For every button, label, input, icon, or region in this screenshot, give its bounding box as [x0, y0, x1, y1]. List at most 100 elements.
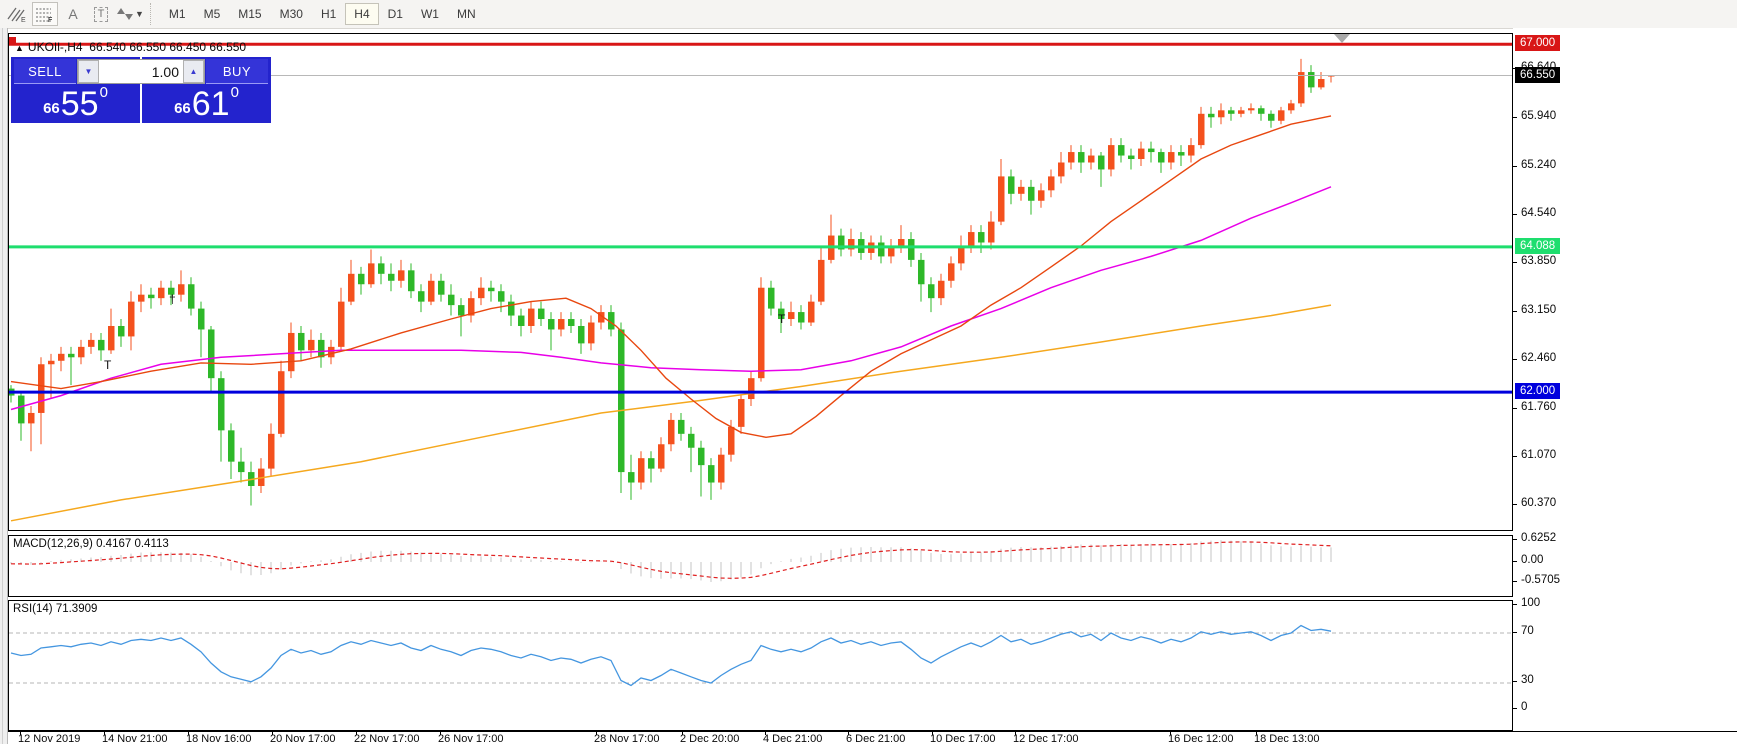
candle-body [1138, 148, 1145, 160]
candle-body [418, 291, 425, 302]
axis-tick [1513, 455, 1517, 457]
candle-body [1228, 110, 1235, 114]
trendlines-tool-button[interactable]: E [4, 2, 30, 26]
axis-tick [1513, 539, 1517, 541]
time-axis-label: 12 Nov 2019 [18, 733, 81, 744]
time-tick [1170, 732, 1171, 735]
candlestick-chart[interactable]: T † T [9, 34, 1512, 530]
candle-body [298, 332, 305, 351]
candle-body [668, 419, 675, 445]
candle-body [768, 287, 775, 309]
label-icon: T [93, 6, 109, 22]
time-axis-label: 26 Nov 17:00 [438, 733, 504, 744]
candle-body [788, 312, 795, 320]
timeframe-button-MN[interactable]: MN [456, 7, 476, 21]
chart-shift-marker[interactable] [1334, 34, 1350, 43]
timeframe-button-M30[interactable]: M30 [279, 7, 303, 21]
volume-decrease-button[interactable]: ▼ [78, 60, 99, 83]
chart-text-mark[interactable]: T [778, 312, 786, 326]
volume-increase-button[interactable]: ▲ [183, 60, 204, 83]
candle-body [398, 270, 405, 281]
candle-body [328, 346, 335, 358]
candle-body [628, 472, 635, 483]
macd-chart[interactable] [9, 536, 1512, 596]
volume-input[interactable] [99, 60, 183, 83]
chart-text-mark[interactable]: † [169, 292, 176, 306]
candle-body [1208, 113, 1215, 118]
timeframe-button-M15[interactable]: M15 [238, 7, 262, 21]
macd-axis-label: 0.6252 [1521, 532, 1557, 545]
candle-body [1058, 162, 1065, 177]
candle-body [728, 426, 735, 455]
candle-body [38, 364, 45, 413]
time-tick [765, 732, 766, 735]
candle-body [148, 294, 155, 299]
candle-body [1098, 155, 1105, 170]
sell-button[interactable]: SELL [14, 59, 76, 84]
candle-body [18, 395, 25, 424]
axis-tick [1513, 407, 1517, 409]
timeframe-button-M5[interactable]: M5 [203, 7, 221, 21]
candle-body [818, 259, 825, 302]
time-axis-label: 12 Dec 17:00 [1013, 733, 1079, 744]
chart-text-mark[interactable]: T [104, 358, 112, 372]
timeframe-button-W1[interactable]: W1 [420, 7, 439, 21]
chevron-down-icon[interactable]: ▼ [135, 9, 144, 19]
candle-body [1108, 145, 1115, 170]
timeframe-button-H4[interactable]: H4 [345, 3, 379, 25]
price-axis-label: 64.540 [1521, 207, 1557, 220]
timeframe-button-H1[interactable]: H1 [320, 7, 337, 21]
candle-body [568, 319, 575, 326]
axis-tick [1513, 708, 1517, 709]
time-tick [188, 732, 189, 735]
price-axis-label: 65.240 [1521, 158, 1557, 171]
candle-body [1218, 110, 1225, 118]
candle-body [108, 325, 115, 351]
candle-body [1308, 72, 1315, 88]
chart-title: ▲ UKOIl-,H4 66.540 66.550 66.450 66.550 [15, 40, 246, 54]
timeframe-button-M1[interactable]: M1 [168, 7, 186, 21]
time-tick [1015, 732, 1016, 735]
timeframe-group: M1 M5 M15 M30 H1 H4 D1 W1 MN [160, 3, 485, 25]
candle-body [388, 273, 395, 281]
candle-body [738, 399, 745, 427]
candle-body [908, 239, 915, 260]
fibonacci-tool-button[interactable]: F [32, 2, 58, 26]
macd-panel[interactable]: MACD(12,26,9) 0.4167 0.4113 [8, 535, 1513, 597]
axis-tick [1513, 359, 1517, 361]
ohlc-readout: 66.540 66.550 66.450 66.550 [89, 40, 247, 54]
arrows-icon [117, 6, 133, 22]
arrows-tool-button[interactable]: ▼ [116, 2, 145, 26]
label-tool-button[interactable]: T [88, 2, 114, 26]
candle-body [838, 235, 845, 250]
price-axis[interactable]: 66.64065.94065.24064.54063.85063.15062.4… [1513, 28, 1737, 731]
candle-body [1148, 148, 1155, 153]
rsi-chart[interactable] [9, 601, 1512, 730]
toolbar: E F A T ▼ M1 M5 M15 M30 H1 H4 D1 W1 MN [0, 0, 1737, 29]
candle-body [1178, 152, 1185, 156]
rsi-panel[interactable]: RSI(14) 71.3909 [8, 600, 1513, 731]
candle-body [618, 329, 625, 473]
price-chart-panel[interactable]: T † T ▲ UKOIl-,H4 66.540 66.550 66.450 66.5… [8, 33, 1513, 531]
svg-text:E: E [21, 17, 26, 23]
text-tool-button[interactable]: A [60, 2, 86, 26]
candle-body [1018, 186, 1025, 194]
time-axis-label: 2 Dec 20:00 [680, 733, 740, 744]
time-tick [596, 732, 597, 735]
hline-drag-handle[interactable] [9, 37, 16, 44]
price-axis-label: 61.760 [1521, 400, 1557, 413]
time-axis[interactable]: 12 Nov 2019 14 Nov 21:00 18 Nov 16:00 20 No… [8, 731, 1737, 744]
candle-body [48, 360, 55, 365]
candle-body [1068, 152, 1075, 163]
axis-tick [1513, 561, 1517, 562]
timeframe-button-D1[interactable]: D1 [387, 7, 403, 21]
candle-body [958, 245, 965, 264]
axis-tick [1513, 580, 1517, 582]
axis-tick [1513, 165, 1517, 167]
candle-body [348, 273, 355, 302]
time-tick [682, 732, 683, 735]
candle-body [718, 454, 725, 483]
candle-body [948, 263, 955, 281]
buy-button[interactable]: BUY [206, 59, 268, 84]
